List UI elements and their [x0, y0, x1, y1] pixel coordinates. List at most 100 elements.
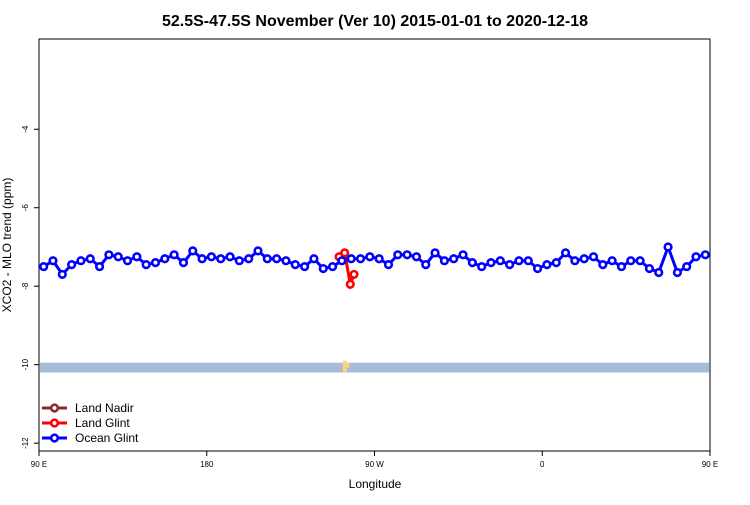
data-point	[113, 252, 123, 262]
data-point	[318, 263, 328, 274]
data-point	[104, 250, 114, 260]
data-point	[458, 250, 468, 260]
data-point	[644, 263, 655, 274]
data-point	[393, 250, 403, 260]
data-point	[262, 254, 272, 264]
data-point	[340, 248, 350, 258]
x-axis: 90 E 180 90 W 0 90 E	[31, 451, 718, 469]
data-point	[588, 252, 599, 262]
y-axis-label: XCO2 - MLO trend (ppm)	[0, 178, 14, 313]
y-tick-label: -12	[21, 437, 30, 449]
data-point	[67, 260, 77, 270]
series-line	[42, 242, 706, 277]
data-point	[39, 261, 49, 272]
x-tick-label: 90 E	[31, 460, 47, 469]
chart-title: 52.5S-47.5S November (Ver 10) 2015-01-01…	[162, 13, 588, 30]
data-point	[700, 250, 710, 260]
x-tick-label: 180	[200, 460, 214, 469]
data-point	[345, 279, 355, 289]
data-point	[514, 256, 524, 266]
data-point	[579, 254, 589, 264]
data-point	[76, 256, 86, 266]
data-point	[411, 252, 422, 262]
data-point	[94, 261, 105, 272]
legend-item: Land Glint	[42, 416, 130, 430]
data-point	[197, 254, 207, 264]
data-point	[402, 250, 412, 260]
data-point	[355, 254, 366, 264]
data-point	[188, 246, 198, 256]
land-patch	[342, 360, 347, 373]
y-axis: -12 -10 -8 -6 -4	[21, 125, 39, 449]
data-point	[216, 254, 226, 264]
data-point	[309, 254, 319, 264]
data-point	[206, 252, 217, 262]
data-point	[374, 254, 384, 264]
data-point	[253, 246, 263, 256]
x-tick-label: 0	[540, 460, 545, 469]
data-point	[272, 254, 282, 264]
land-patch	[346, 362, 350, 368]
data-point	[169, 250, 179, 260]
x-tick-label: 90 E	[702, 460, 718, 469]
data-point	[365, 252, 375, 262]
legend-label: Land Nadir	[75, 401, 134, 415]
data-point	[234, 256, 244, 266]
data-point	[486, 258, 496, 268]
data-point	[141, 260, 151, 270]
data-point	[349, 269, 359, 280]
data-point	[663, 242, 673, 252]
data-point	[48, 256, 58, 266]
legend-label: Land Glint	[75, 416, 130, 430]
data-point	[85, 254, 95, 264]
data-point	[439, 256, 449, 266]
data-point	[327, 261, 338, 272]
data-point	[523, 256, 533, 266]
data-point	[616, 261, 627, 272]
y-tick-label: -6	[21, 204, 30, 212]
y-tick-label: -10	[21, 358, 30, 370]
data-point	[467, 258, 477, 268]
data-point	[244, 254, 254, 264]
data-point	[532, 263, 543, 274]
data-point	[560, 248, 571, 258]
data-point	[672, 267, 682, 278]
data-point	[505, 260, 515, 270]
coastline-band	[40, 360, 709, 373]
data-point	[346, 254, 356, 264]
data-point	[290, 260, 300, 270]
legend-swatch-marker	[49, 403, 60, 413]
data-point	[160, 254, 170, 264]
data-point	[477, 261, 487, 272]
data-point	[635, 256, 645, 266]
data-point	[300, 261, 310, 272]
data-point	[281, 256, 291, 266]
y-tick-label: -8	[21, 282, 30, 290]
legend-swatch-marker	[49, 418, 60, 428]
plot-frame	[38, 38, 711, 452]
ocean-band	[40, 362, 709, 373]
data-point	[150, 258, 161, 268]
data-point	[598, 260, 608, 270]
data-point	[682, 261, 692, 272]
x-tick-label: 90 W	[365, 460, 384, 469]
data-point	[495, 256, 505, 266]
series-ocean-glint	[39, 242, 710, 280]
x-axis-label: Longitude	[349, 477, 402, 491]
series-layer	[39, 242, 710, 290]
data-point	[132, 252, 142, 262]
data-point	[178, 258, 189, 268]
data-point	[421, 260, 431, 270]
data-point	[691, 252, 701, 262]
legend-label: Ocean Glint	[75, 431, 139, 445]
legend-item: Land Nadir	[42, 401, 134, 415]
data-point	[551, 258, 561, 268]
data-point	[430, 248, 440, 258]
legend-swatch-marker	[49, 433, 60, 443]
data-point	[122, 256, 133, 266]
y-tick-label: -4	[21, 125, 30, 133]
legend-item: Ocean Glint	[42, 431, 139, 445]
